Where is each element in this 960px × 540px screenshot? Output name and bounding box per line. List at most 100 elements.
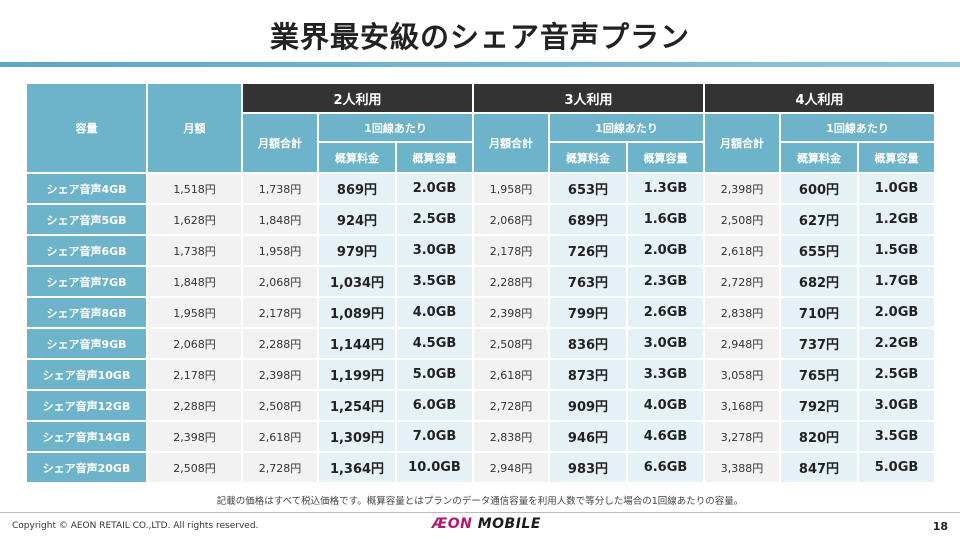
cell-fee-2: 1,254円 [319,391,395,420]
cell-capacity-4: 1.7GB [859,267,934,296]
cell-fee-2: 924円 [319,205,395,234]
cell-fee-2: 1,089円 [319,298,395,327]
cell-capacity-4: 2.2GB [859,329,934,358]
cell-plan-name: シェア音声9GB [27,329,146,358]
cell-plan-name: シェア音声6GB [27,236,146,265]
cell-total-2: 2,178円 [243,298,317,327]
cell-total-3: 2,068円 [474,205,548,234]
cell-plan-name: シェア音声10GB [27,360,146,389]
cell-capacity-3: 4.6GB [628,422,703,451]
cell-capacity-3: 3.3GB [628,360,703,389]
cell-fee-4: 627円 [781,205,857,234]
cell-fee-2: 1,034円 [319,267,395,296]
header-total: 月額合計 [705,114,779,172]
cell-plan-name: シェア音声8GB [27,298,146,327]
cell-fee-4: 710円 [781,298,857,327]
header-est-fee: 概算料金 [319,143,395,172]
cell-plan-name: シェア音声20GB [27,453,146,482]
cell-plan-name: シェア音声4GB [27,174,146,203]
cell-fee-4: 765円 [781,360,857,389]
cell-capacity-4: 1.5GB [859,236,934,265]
cell-total-3: 2,618円 [474,360,548,389]
cell-capacity-3: 3.0GB [628,329,703,358]
header-group-3: 3人利用 [474,84,703,112]
cell-fee-3: 836円 [550,329,626,358]
cell-total-4: 2,398円 [705,174,779,203]
cell-fee-2: 979円 [319,236,395,265]
header-monthly: 月額 [148,84,241,172]
cell-capacity-2: 2.0GB [397,174,472,203]
cell-capacity-4: 3.0GB [859,391,934,420]
header-est-capacity: 概算容量 [397,143,472,172]
cell-fee-4: 655円 [781,236,857,265]
cell-monthly-fee: 1,518円 [148,174,241,203]
cell-monthly-fee: 2,508円 [148,453,241,482]
header-group-4: 4人利用 [705,84,934,112]
cell-fee-3: 689円 [550,205,626,234]
table-row: シェア音声8GB 1,958円 2,178円 1,089円 4.0GB 2,398円 799… [27,298,934,327]
cell-plan-name: シェア音声5GB [27,205,146,234]
cell-total-4: 3,388円 [705,453,779,482]
cell-total-2: 2,398円 [243,360,317,389]
cell-fee-3: 873円 [550,360,626,389]
cell-total-2: 2,728円 [243,453,317,482]
cell-fee-3: 946円 [550,422,626,451]
title-underline [0,62,960,67]
cell-fee-2: 1,309円 [319,422,395,451]
table-row: シェア音声10GB 2,178円 2,398円 1,199円 5.0GB 2,618円 87… [27,360,934,389]
header-capacity: 容量 [27,84,146,172]
cell-capacity-3: 1.6GB [628,205,703,234]
cell-capacity-3: 6.6GB [628,453,703,482]
cell-total-2: 2,618円 [243,422,317,451]
cell-capacity-2: 7.0GB [397,422,472,451]
cell-monthly-fee: 2,398円 [148,422,241,451]
cell-capacity-2: 3.5GB [397,267,472,296]
cell-fee-2: 869円 [319,174,395,203]
cell-fee-2: 1,144円 [319,329,395,358]
cell-capacity-2: 10.0GB [397,453,472,482]
table-row: シェア音声9GB 2,068円 2,288円 1,144円 4.5GB 2,508円 836… [27,329,934,358]
copyright-text: Copyright © AEON RETAIL CO.,LTD. All rig… [12,521,259,531]
logo-mobile: MOBILE [477,516,541,532]
table-row: シェア音声14GB 2,398円 2,618円 1,309円 7.0GB 2,838円 94… [27,422,934,451]
cell-total-3: 2,398円 [474,298,548,327]
cell-monthly-fee: 1,738円 [148,236,241,265]
cell-fee-4: 600円 [781,174,857,203]
cell-total-4: 2,838円 [705,298,779,327]
cell-total-3: 2,288円 [474,267,548,296]
cell-monthly-fee: 2,178円 [148,360,241,389]
table-row: シェア音声12GB 2,288円 2,508円 1,254円 6.0GB 2,728円 90… [27,391,934,420]
cell-total-3: 2,508円 [474,329,548,358]
header-est-fee: 概算料金 [550,143,626,172]
cell-total-2: 2,068円 [243,267,317,296]
cell-fee-3: 983円 [550,453,626,482]
cell-fee-4: 792円 [781,391,857,420]
header-est-capacity: 概算容量 [859,143,934,172]
table-row: シェア音声20GB 2,508円 2,728円 1,364円 10.0GB 2,948円 9… [27,453,934,482]
header-group-2: 2人利用 [243,84,472,112]
page-number: 18 [932,520,948,533]
cell-total-4: 3,168円 [705,391,779,420]
cell-plan-name: シェア音声12GB [27,391,146,420]
cell-monthly-fee: 2,288円 [148,391,241,420]
cell-capacity-3: 2.6GB [628,298,703,327]
aeon-mobile-logo: ÆON MOBILE [432,516,541,532]
cell-fee-4: 820円 [781,422,857,451]
cell-fee-2: 1,364円 [319,453,395,482]
cell-plan-name: シェア音声7GB [27,267,146,296]
header-est-fee: 概算料金 [781,143,857,172]
cell-capacity-4: 2.0GB [859,298,934,327]
table-row: シェア音声5GB 1,628円 1,848円 924円 2.5GB 2,068円 689円 1… [27,205,934,234]
table-row: シェア音声7GB 1,848円 2,068円 1,034円 3.5GB 2,288円 763… [27,267,934,296]
slide-title: 業界最安級のシェア音声プラン [269,20,690,54]
header-per-line: 1回線あたり [319,114,472,141]
cell-capacity-4: 1.0GB [859,174,934,203]
cell-total-2: 2,288円 [243,329,317,358]
cell-capacity-3: 1.3GB [628,174,703,203]
cell-total-2: 2,508円 [243,391,317,420]
cell-total-3: 2,838円 [474,422,548,451]
cell-total-4: 3,278円 [705,422,779,451]
cell-total-4: 2,948円 [705,329,779,358]
cell-monthly-fee: 2,068円 [148,329,241,358]
cell-total-3: 1,958円 [474,174,548,203]
